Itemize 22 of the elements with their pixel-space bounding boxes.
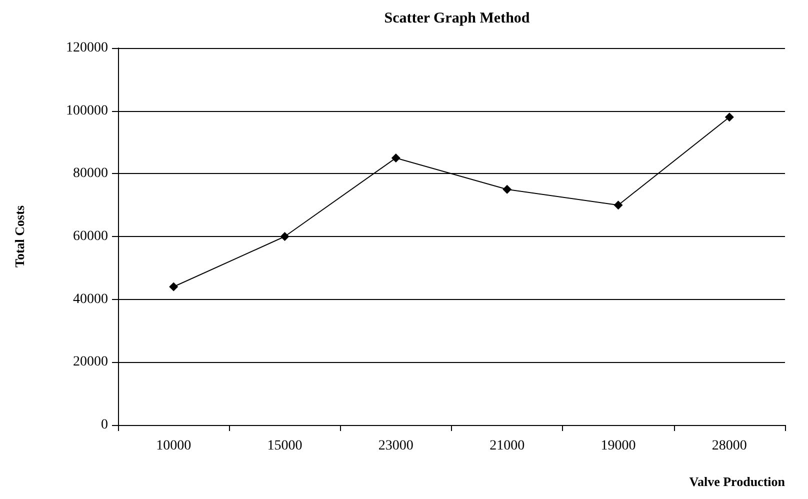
y-tick-label: 100000 — [66, 103, 108, 118]
point — [614, 200, 623, 210]
x-tick-label: 28000 — [712, 438, 747, 454]
x-tick-label: 23000 — [378, 438, 414, 454]
x-tick-label: 10000 — [156, 438, 192, 454]
y-tick-label: 60000 — [73, 229, 108, 244]
point — [724, 112, 734, 122]
chart-title: Scatter Graph Method — [384, 10, 530, 26]
x-axis-title: Valve Production — [689, 474, 786, 489]
x-tick-label: 15000 — [267, 438, 302, 454]
x-tick-label: 21000 — [490, 438, 525, 454]
point — [169, 282, 178, 292]
point — [280, 232, 290, 241]
y-tick-label: 40000 — [73, 292, 108, 307]
point — [391, 153, 400, 162]
y-axis-title: Total Costs — [12, 205, 27, 268]
y-tick-label: 120000 — [66, 40, 108, 56]
y-tick-label: 20000 — [73, 354, 108, 370]
y-tick-label: 0 — [101, 418, 108, 432]
x-tick-label: 19000 — [600, 438, 636, 454]
y-tick-label: 80000 — [73, 166, 108, 182]
point — [502, 184, 512, 194]
